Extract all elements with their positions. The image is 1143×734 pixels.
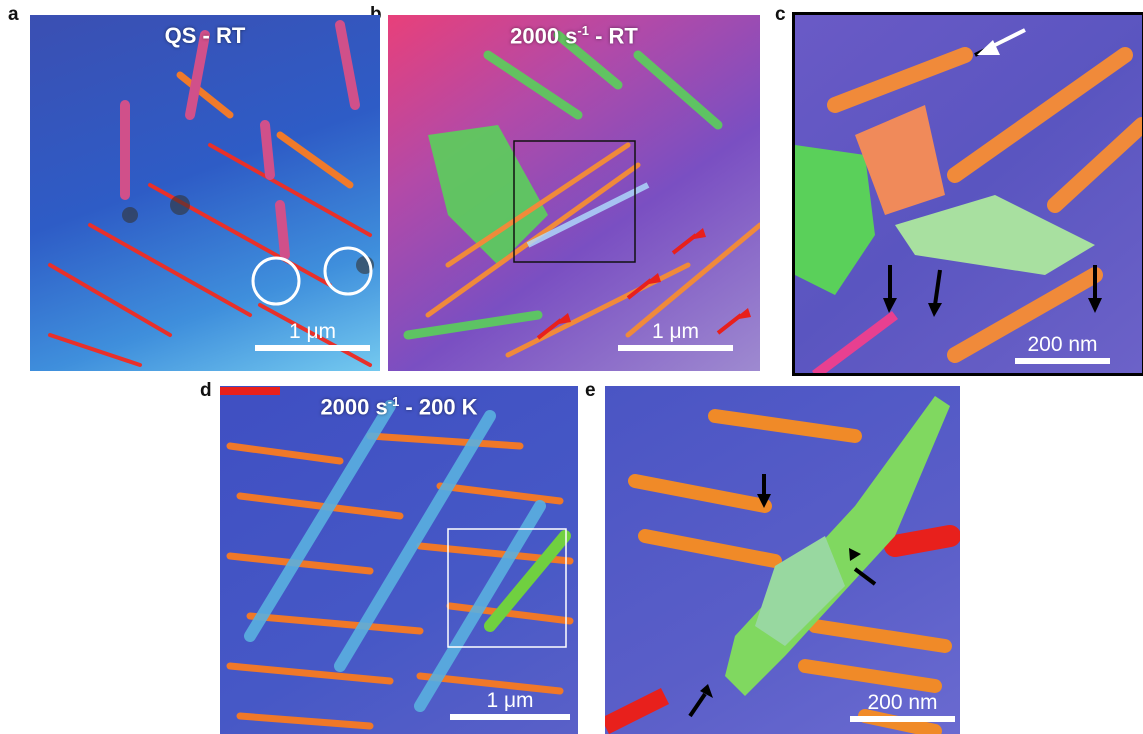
panel-title: 2000 s-1 - RT bbox=[388, 23, 760, 49]
title-sup: -1 bbox=[388, 394, 400, 409]
scale-bar: 1 μm bbox=[618, 320, 733, 351]
micrograph: QS - RT 1 μm bbox=[30, 15, 380, 371]
panel-letter: e bbox=[585, 380, 596, 402]
scale-label: 1 μm bbox=[255, 320, 370, 344]
scale-bar: 200 nm bbox=[850, 691, 955, 722]
panel-letter: c bbox=[775, 4, 786, 26]
micrograph: 2000 s-1 - 200 K 1 μm bbox=[220, 386, 578, 734]
panel-title: 2000 s-1 - 200 K bbox=[220, 394, 578, 420]
scale-bar: 200 nm bbox=[1015, 333, 1110, 364]
micrograph: 200 nm bbox=[792, 12, 1143, 376]
panel-letter: d bbox=[200, 380, 212, 402]
micrograph: 2000 s-1 - RT 1 μm bbox=[388, 15, 760, 371]
texture bbox=[605, 386, 960, 734]
texture bbox=[795, 15, 1142, 373]
title-text: - 200 K bbox=[399, 394, 477, 419]
micrograph: 200 nm bbox=[605, 386, 960, 734]
title-text: 2000 s bbox=[510, 23, 577, 48]
scale-bar: 1 μm bbox=[255, 320, 370, 351]
scale-label: 1 μm bbox=[450, 689, 570, 713]
title-text: - RT bbox=[589, 23, 638, 48]
scale-label: 200 nm bbox=[1015, 333, 1110, 357]
scale-label: 1 μm bbox=[618, 320, 733, 344]
texture bbox=[388, 15, 760, 371]
texture bbox=[30, 15, 380, 371]
scale-label: 200 nm bbox=[850, 691, 955, 715]
texture bbox=[220, 386, 578, 734]
title-sup: -1 bbox=[577, 23, 589, 38]
figure: a b c d e QS - RT 1 μm bbox=[0, 0, 1143, 734]
title-text: 2000 s bbox=[320, 394, 387, 419]
scale-bar: 1 μm bbox=[450, 689, 570, 720]
panel-letter: a bbox=[8, 4, 19, 26]
panel-title: QS - RT bbox=[30, 23, 380, 49]
